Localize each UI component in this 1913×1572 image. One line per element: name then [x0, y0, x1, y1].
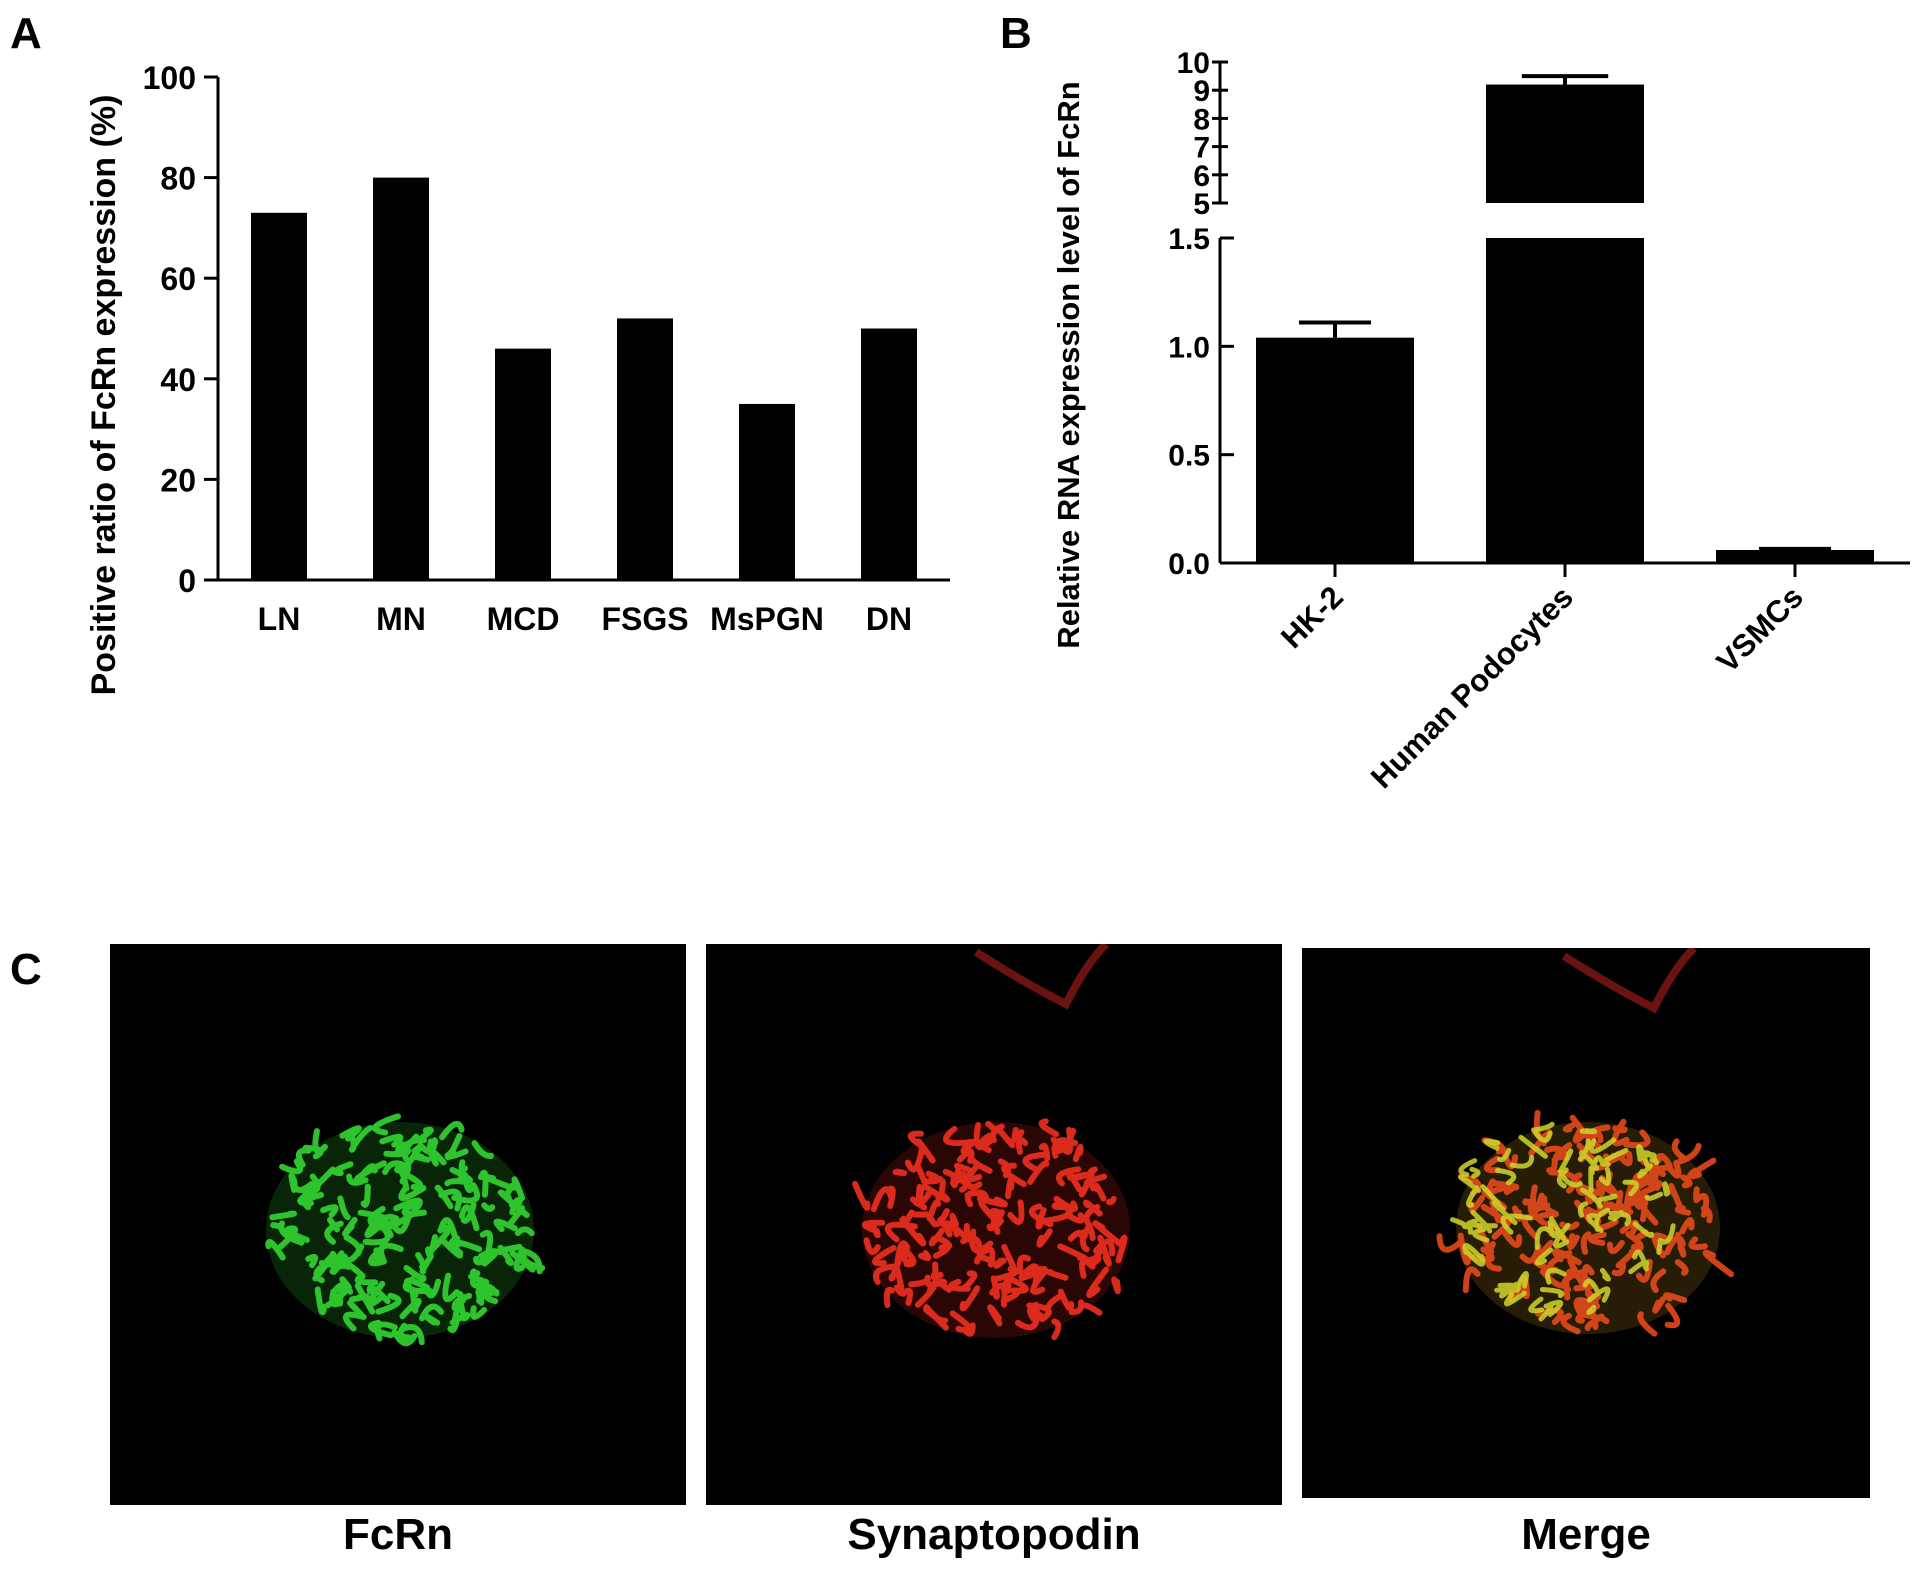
chart-a-bar-mn [373, 177, 429, 580]
chart-b-ytick-label: 1.5 [1168, 223, 1210, 256]
panel-letter-a: A [10, 9, 42, 58]
chart-a-bar-fsgs [617, 318, 673, 580]
chart-b-bar-vsmcs [1716, 550, 1874, 563]
chart-a-bar-dn [861, 328, 917, 580]
chart-a-bar-mspgn [739, 403, 795, 580]
micrograph-fcrn [110, 944, 686, 1505]
micrograph-synaptopodin [706, 944, 1282, 1505]
chart-b-ytick-label: 8 [1193, 103, 1210, 136]
chart-b-xtick-label: HK-2 [1274, 579, 1350, 655]
chart-a-xtick-label: DN [866, 601, 912, 637]
chart-a-xtick-label: MCD [487, 601, 560, 637]
micrograph-merge [1302, 948, 1870, 1498]
chart-b-ytick-label: 6 [1193, 160, 1210, 193]
chart-b-xtick-label: VSMCs [1710, 579, 1810, 679]
chart-a-bar-mcd [495, 348, 551, 580]
chart-b-bar-human-podocytes-upper [1486, 84, 1644, 203]
chart-a-xtick-label: FSGS [601, 601, 688, 637]
chart-b-ytick-label: 0.5 [1168, 440, 1210, 473]
panel-letter-c: C [10, 945, 42, 994]
chart-b-bar-human-podocytes-lower [1486, 238, 1644, 563]
chart-a-ytick-label: 20 [160, 462, 196, 498]
chart-b-ytick-label: 1.0 [1168, 331, 1210, 364]
chart-b-bar-hk-2 [1256, 337, 1414, 563]
micrograph-label-synaptopodin: Synaptopodin [847, 1510, 1141, 1559]
chart-a-ytick-label: 0 [178, 563, 196, 599]
chart-a-xtick-label: LN [258, 601, 301, 637]
micrograph-label-merge: Merge [1521, 1510, 1651, 1559]
chart-a-xtick-label: MsPGN [710, 601, 824, 637]
micrograph-label-fcrn: FcRn [343, 1510, 453, 1559]
chart-b-ytick-label: 9 [1193, 75, 1210, 108]
chart-a-ytick-label: 80 [160, 161, 196, 197]
chart-a: 0 20 40 60 80 100 LN MN MCD FSGS MsPGN DN Positive … [85, 60, 950, 696]
chart-b-xtick-label: Human Podocytes [1364, 579, 1580, 795]
chart-b-ylabel: Relative RNA expression level of FcRn [1051, 81, 1086, 648]
chart-a-bar-ln [251, 212, 307, 580]
chart-b-ytick-label: 0.0 [1168, 548, 1210, 581]
chart-b-ytick-label: 7 [1193, 132, 1210, 165]
chart-b-ytick-label: 10 [1177, 47, 1210, 80]
chart-a-ytick-label: 40 [160, 362, 196, 398]
chart-a-ylabel: Positive ratio of FcRn expression (%) [85, 95, 123, 696]
chart-a-ytick-label: 100 [143, 60, 196, 96]
chart-b-ytick-label: 5 [1193, 188, 1210, 221]
chart-a-ytick-label: 60 [160, 261, 196, 297]
panel-letter-b: B [1000, 9, 1032, 58]
chart-a-xtick-label: MN [376, 601, 426, 637]
